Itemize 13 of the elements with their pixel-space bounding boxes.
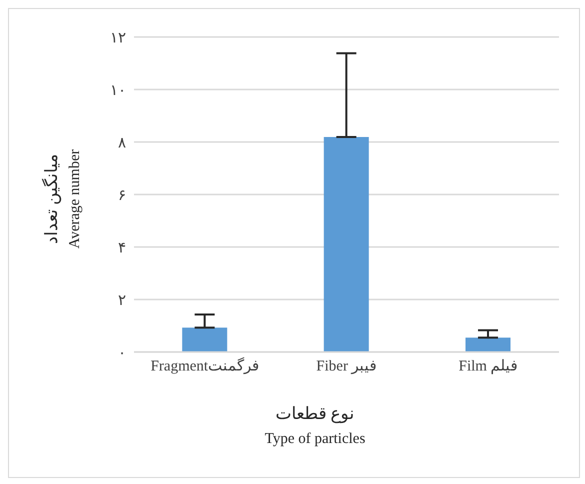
y-tick-label: ۴ bbox=[118, 240, 126, 256]
y-tick-label: ۸ bbox=[118, 135, 126, 152]
y-tick-label: ۲ bbox=[118, 292, 126, 309]
x-tick-label: Fiber فیبر bbox=[316, 358, 377, 375]
y-tick-label: ۰ bbox=[118, 345, 126, 362]
y-tick-label: ۱۲ bbox=[110, 30, 126, 46]
y-tick-label: ۱۰ bbox=[110, 82, 126, 99]
y-tick-label: ۶ bbox=[118, 188, 126, 204]
x-tick-label: Film فیلم bbox=[458, 358, 518, 375]
x-tick-label: Fragmentفرگمنت bbox=[150, 356, 260, 375]
bar bbox=[466, 338, 510, 352]
bar bbox=[182, 328, 228, 352]
bar bbox=[324, 137, 369, 352]
